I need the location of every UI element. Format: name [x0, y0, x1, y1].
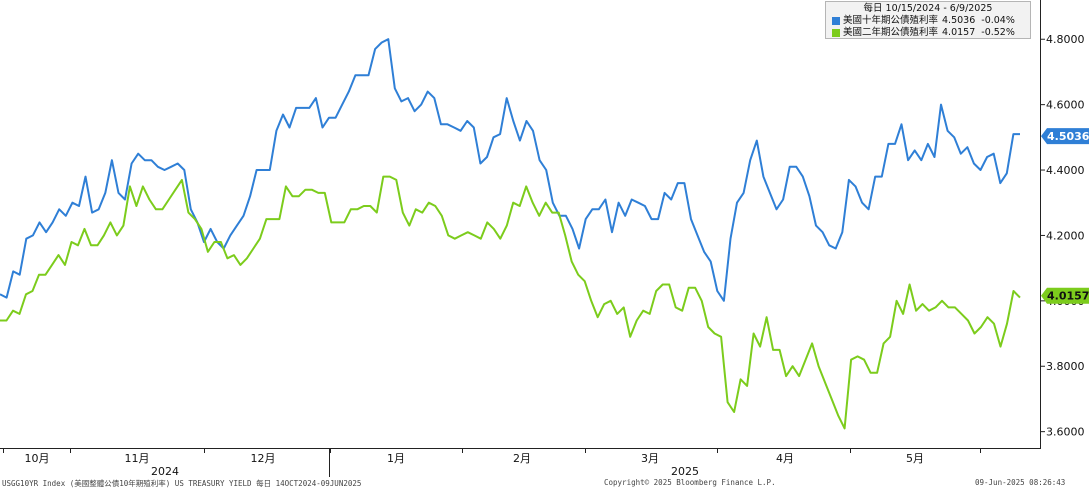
- last-label-bg: [1041, 128, 1089, 145]
- y-tick-label: 4.8000: [1046, 33, 1085, 46]
- legend-swatch-2y: [832, 29, 840, 37]
- legend-item-10y: 美國十年期公債殖利率 4.5036 -0.04%: [826, 15, 1030, 27]
- y-tick-label: 3.8000: [1046, 360, 1085, 373]
- y-tick-label: 4.4000: [1046, 164, 1085, 177]
- footer-source: USGG10YR Index (美國整體公債10年期殖利率) US TREASU…: [2, 479, 362, 488]
- legend-change: -0.52%: [981, 27, 1015, 38]
- legend-swatch-10y: [832, 17, 840, 25]
- month-label: 11月: [125, 452, 150, 465]
- y-axis: 4.80004.60004.40004.20004.00003.80003.60…: [1040, 33, 1085, 439]
- last-value-labels: 4.5036 4.0157: [1041, 128, 1090, 304]
- x-tick-marks: [3, 448, 981, 453]
- x-axis-year-labels: 2024 2025: [151, 465, 699, 478]
- legend-value: 4.0157: [942, 27, 976, 38]
- legend-name: 美國二年期公債殖利率: [843, 27, 939, 38]
- legend: 每日 10/15/2024 - 6/9/2025 美國十年期公債殖利率 4.50…: [825, 1, 1031, 39]
- month-label: 4月: [776, 452, 794, 465]
- year-label: 2025: [671, 465, 699, 478]
- legend-change: -0.04%: [981, 15, 1015, 26]
- last-label-2y: 4.0157: [1041, 287, 1089, 304]
- legend-header: 每日 10/15/2024 - 6/9/2025: [863, 3, 993, 14]
- legend-item-2y: 美國二年期公債殖利率 4.0157 -0.52%: [826, 27, 1030, 39]
- year-label: 2024: [151, 465, 179, 478]
- last-label-text: 4.5036: [1047, 130, 1090, 143]
- x-axis-month-labels: 10月 11月 12月 1月 2月 3月 4月 5月: [25, 452, 925, 465]
- series-2y-line: [0, 175, 1021, 430]
- month-label: 2月: [513, 452, 531, 465]
- legend-name: 美國十年期公債殖利率: [843, 15, 939, 26]
- legend-value: 4.5036: [942, 15, 976, 26]
- month-label: 12月: [251, 452, 276, 465]
- month-label: 3月: [641, 452, 659, 465]
- month-label: 1月: [387, 452, 405, 465]
- y-tick-label: 4.6000: [1046, 99, 1085, 112]
- footer-timestamp: 09-Jun-2025 08:26:43: [975, 478, 1066, 487]
- last-label-bg: [1041, 287, 1089, 304]
- y-tick-label: 4.2000: [1046, 229, 1085, 242]
- series-layer: [0, 38, 1021, 430]
- last-label-text: 4.0157: [1047, 290, 1089, 303]
- last-label-10y: 4.5036: [1041, 128, 1090, 145]
- footer-copyright: Copyright© 2025 Bloomberg Finance L.P.: [604, 478, 776, 487]
- month-label: 5月: [906, 452, 924, 465]
- month-label: 10月: [25, 452, 50, 465]
- series-10y-line: [0, 38, 1020, 302]
- y-tick-label: 3.6000: [1046, 426, 1085, 439]
